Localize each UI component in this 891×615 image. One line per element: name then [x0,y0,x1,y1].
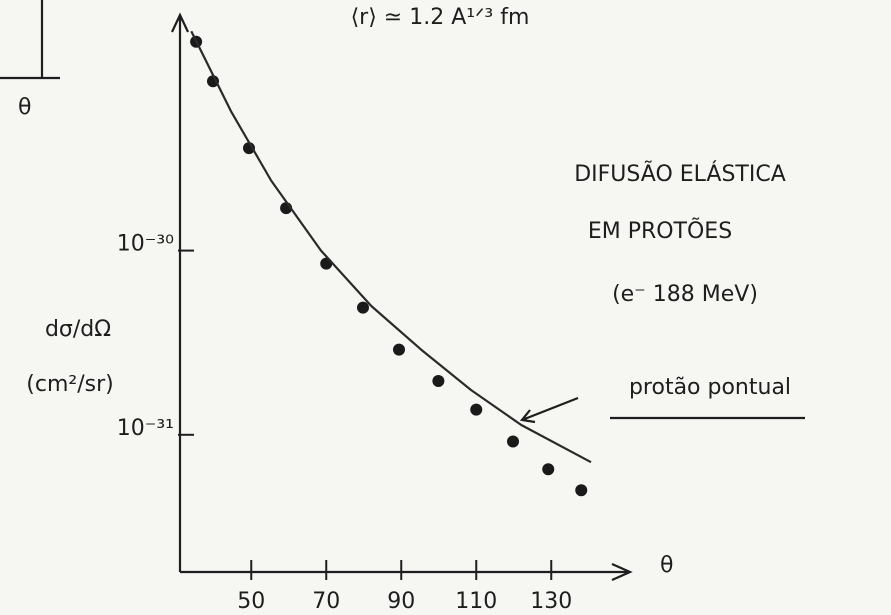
data-point [575,484,587,496]
x-tick-label: 130 [530,589,572,614]
x-tick-label: 90 [387,589,415,614]
data-point [393,344,405,356]
data-point [432,375,444,387]
annotation: DIFUSÃO ELÁSTICA [574,160,786,187]
y-axis-label: dσ/dΩ [45,317,111,342]
data-point [357,302,369,314]
x-tick-label: 110 [455,589,497,614]
inset-label: θ [18,95,31,120]
x-tick-label: 50 [237,589,265,614]
background [0,0,891,615]
data-point [542,463,554,475]
data-point [470,404,482,416]
y-tick-label: 10⁻³¹ [117,416,174,441]
y-axis-unit: (cm²/sr) [26,372,113,397]
curve-label: protão pontual [629,375,791,400]
chart: θ ⟨r⟩ ≃ 1.2 A¹ᐟ³ fm θ dσ/dΩ (cm²/sr) DIF… [0,0,891,615]
x-axis-label: θ [660,553,673,578]
data-point [507,435,519,447]
annotation: (e⁻ 188 MeV) [612,282,758,307]
chart-title: ⟨r⟩ ≃ 1.2 A¹ᐟ³ fm [351,5,530,30]
annotation: EM PROTÕES [588,217,732,244]
y-tick-label: 10⁻³⁰ [117,232,174,257]
x-tick-label: 70 [312,589,340,614]
